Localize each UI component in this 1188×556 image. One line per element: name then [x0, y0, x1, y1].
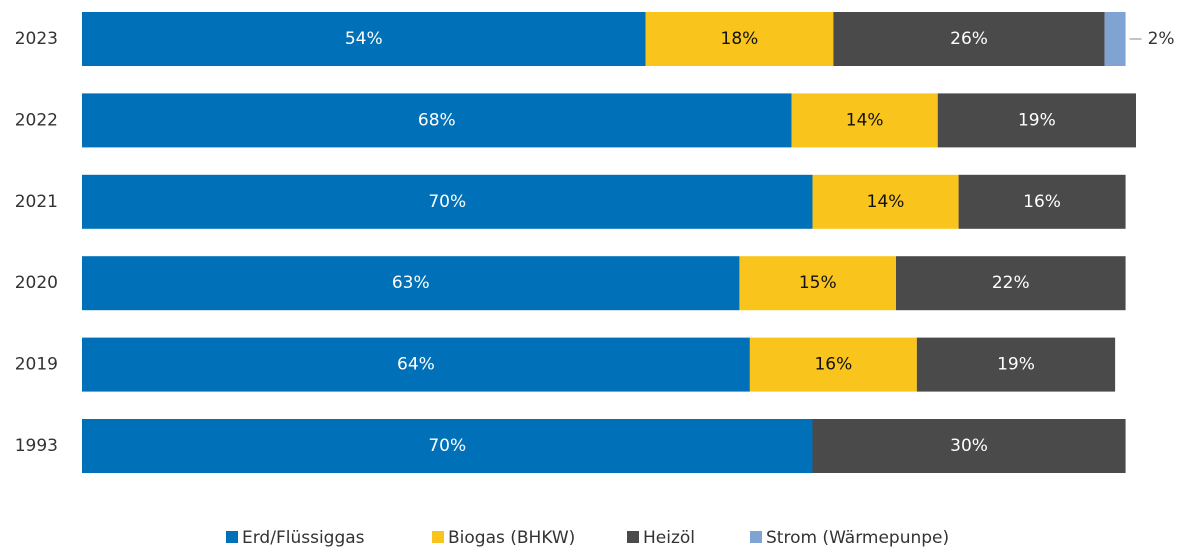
bar-segment: [958, 174, 1126, 229]
y-tick-label: 1993: [15, 436, 58, 456]
bar-segment: [812, 419, 1126, 473]
data-label: 16%: [1023, 192, 1061, 212]
legend-label: Strom (Wärmepunpe): [766, 528, 949, 548]
data-label: 16%: [814, 355, 852, 375]
bar-segment: [82, 93, 792, 148]
bar-segment: [82, 256, 740, 311]
data-label: 26%: [950, 29, 988, 49]
legend-label: Erd/Flüssiggas: [242, 528, 365, 548]
data-label: 68%: [418, 110, 456, 130]
legend-swatch: [226, 531, 238, 543]
data-label: 70%: [428, 436, 466, 456]
legend-label: Heizöl: [643, 528, 695, 548]
y-tick-label: 2022: [15, 110, 58, 130]
bar-segment: [916, 337, 1116, 392]
data-label: 63%: [392, 273, 430, 293]
data-label: 30%: [950, 436, 988, 456]
y-tick-label: 2023: [15, 29, 58, 49]
bar-segment: [812, 174, 959, 229]
bar-segment: [645, 12, 834, 66]
bar-segment: [895, 256, 1126, 311]
data-label: 14%: [867, 192, 905, 212]
y-tick-label: 2020: [15, 273, 58, 293]
bar-segment: [82, 12, 646, 66]
bar-segment: [82, 174, 813, 229]
legend-swatch: [627, 531, 639, 543]
legend-swatch: [432, 531, 444, 543]
legend-swatch: [750, 531, 762, 543]
bar-segment: [82, 419, 813, 473]
bar-segment: [739, 256, 896, 311]
data-label: 22%: [992, 273, 1030, 293]
data-label: 18%: [721, 29, 759, 49]
bar-segment: [749, 337, 917, 392]
data-label: 19%: [1018, 110, 1056, 130]
data-label: 64%: [397, 355, 435, 375]
data-label: 2%: [1148, 29, 1175, 49]
legend-label: Biogas (BHKW): [448, 528, 575, 548]
y-tick-label: 2021: [15, 192, 58, 212]
bar-segment: [82, 337, 750, 392]
bar-segment: [833, 12, 1105, 66]
bar-segment: [1104, 12, 1126, 66]
data-label: 54%: [345, 29, 383, 49]
bar-segment: [791, 93, 938, 148]
data-label: 70%: [428, 192, 466, 212]
data-label: 19%: [997, 355, 1035, 375]
data-label: 15%: [799, 273, 837, 293]
bar-segment: [937, 93, 1136, 148]
y-tick-label: 2019: [15, 355, 58, 375]
data-label: 14%: [846, 110, 884, 130]
